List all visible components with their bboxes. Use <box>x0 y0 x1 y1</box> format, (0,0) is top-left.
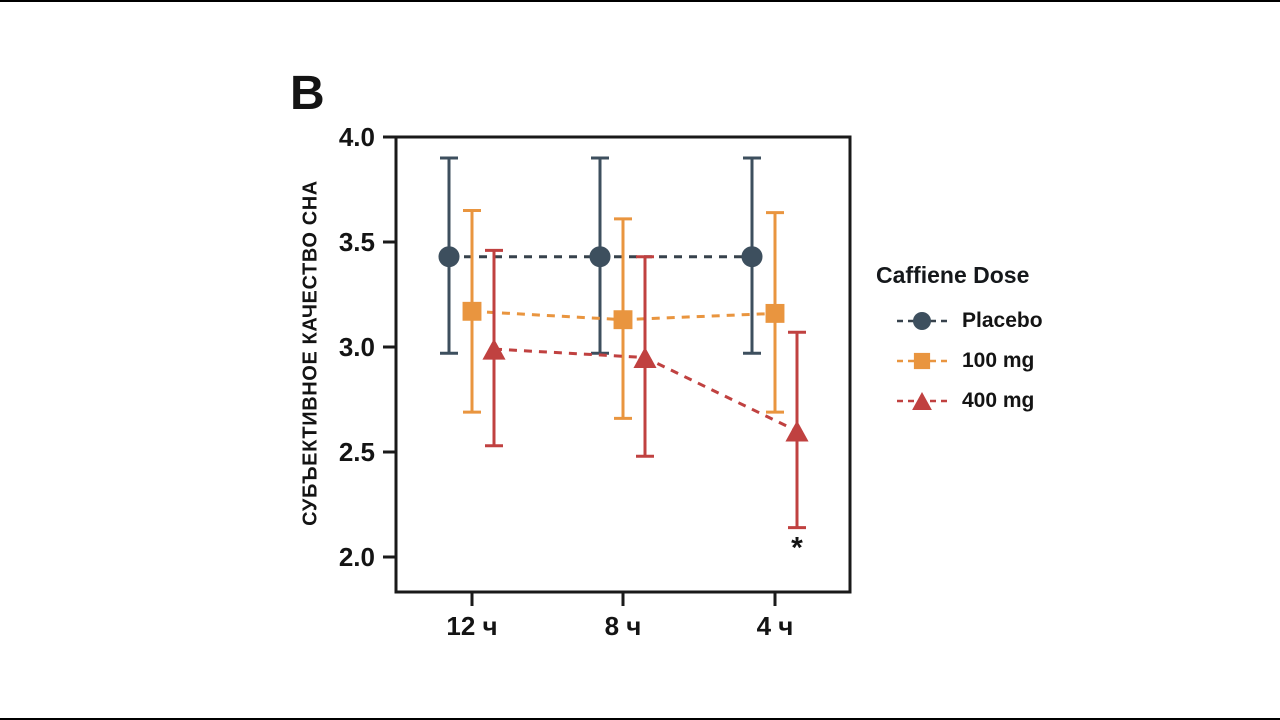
data-point-0-2 <box>741 246 763 268</box>
triangle-marker-icon <box>897 392 947 410</box>
panel-label: B <box>290 67 325 120</box>
data-point-1-2 <box>765 303 785 323</box>
x-tick-label: 12 ч <box>446 611 497 641</box>
data-point-2-1 <box>633 347 657 368</box>
square-marker-icon <box>897 352 947 370</box>
data-point-0-0 <box>438 246 460 268</box>
legend-label: 100 mg <box>962 349 1035 372</box>
legend-marker-shape <box>913 352 931 370</box>
legend-item-placebo: Placebo <box>876 301 1043 341</box>
legend-marker-shape <box>912 392 932 410</box>
letterbox-bottom <box>0 718 1280 720</box>
y-tick-label: 3.0 <box>339 332 375 362</box>
significance-asterisk: * <box>791 532 803 565</box>
y-tick-label: 4.0 <box>339 122 375 152</box>
legend-title: Caffiene Dose <box>876 262 1030 288</box>
y-tick-label: 3.5 <box>339 227 375 257</box>
data-point-2-2 <box>785 420 809 442</box>
legend-item-400mg: 400 mg <box>876 381 1043 421</box>
legend-label: 400 mg <box>962 389 1035 412</box>
letterbox-top <box>0 0 1280 2</box>
y-tick-label: 2.5 <box>339 437 375 467</box>
legend-marker-shape <box>913 312 931 330</box>
x-tick-label: 4 ч <box>757 611 794 641</box>
data-point-0-1 <box>589 246 611 268</box>
data-point-1-1 <box>613 310 633 330</box>
placebo-marker-icon <box>897 312 947 330</box>
legend-label: Placebo <box>962 309 1043 332</box>
legend-item-100mg: 100 mg <box>876 341 1043 381</box>
data-point-1-0 <box>462 301 482 321</box>
y-tick-label: 2.0 <box>339 542 375 572</box>
data-point-2-0 <box>482 338 506 360</box>
legend: Caffiene Dose Placebo 100 mg 400 mg <box>876 262 1043 421</box>
x-tick-label: 8 ч <box>605 611 642 641</box>
